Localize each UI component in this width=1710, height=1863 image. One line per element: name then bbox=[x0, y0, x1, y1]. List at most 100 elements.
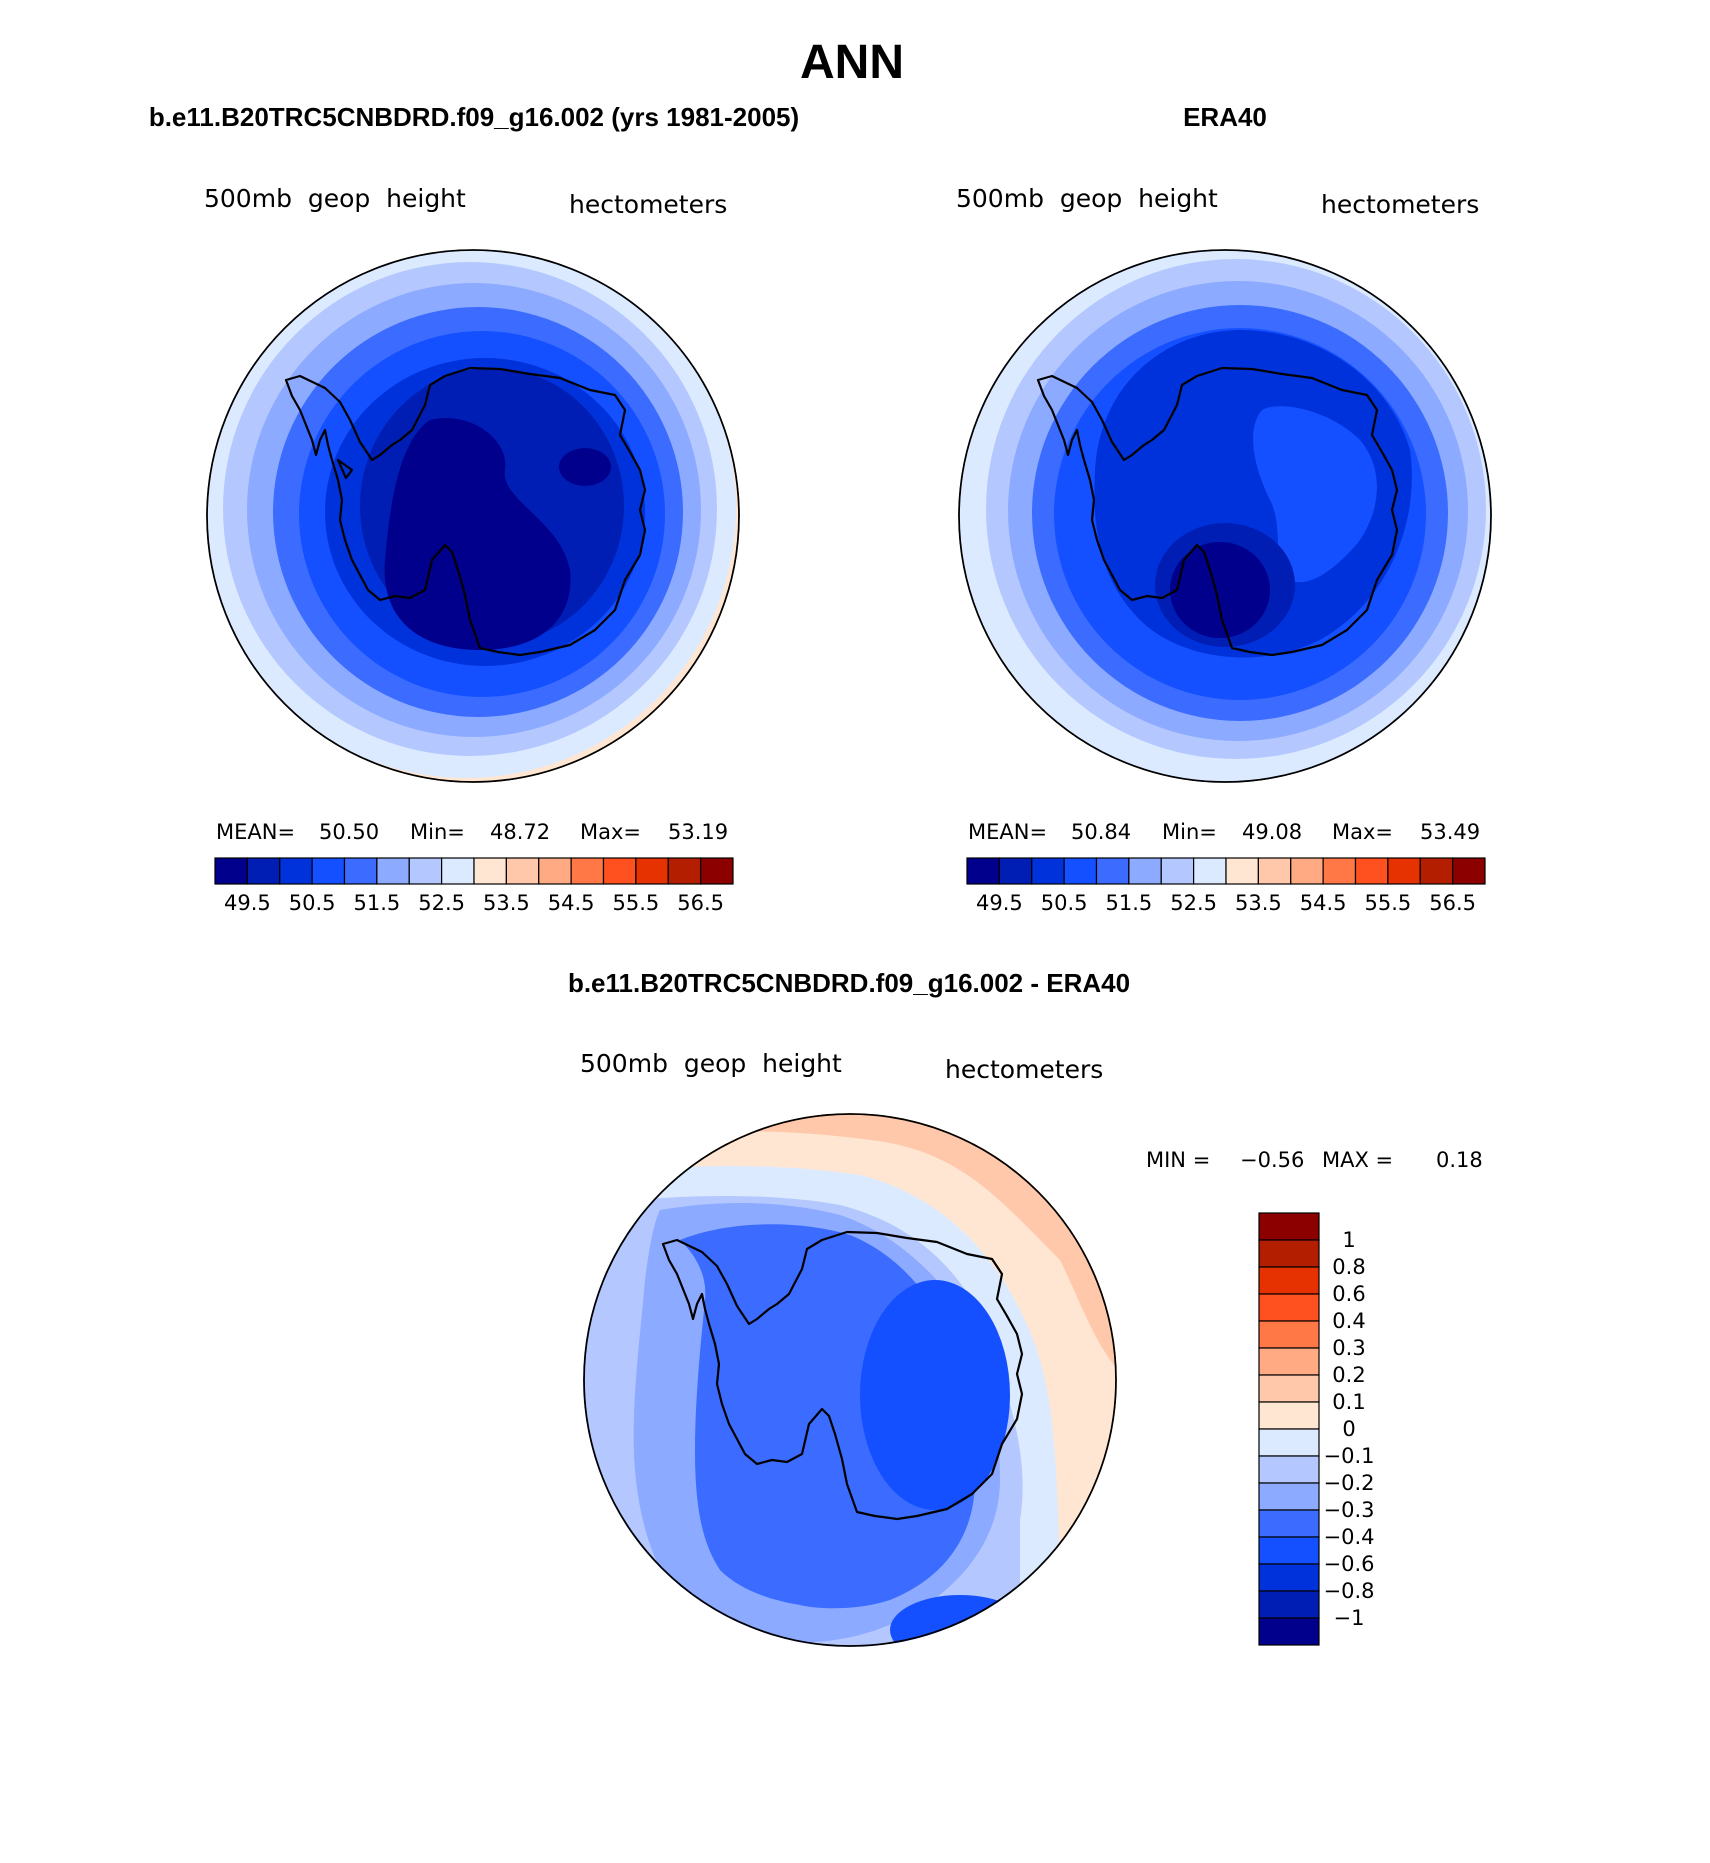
colorbar-box bbox=[1258, 1617, 1320, 1646]
colorbar-box bbox=[1290, 857, 1324, 885]
panel-diff-map-border bbox=[583, 1113, 1117, 1647]
panel-model-right-label: hectometers bbox=[569, 190, 727, 219]
panel-obs-stat-max-label: Max= bbox=[1332, 820, 1393, 844]
colorbar-box bbox=[700, 857, 734, 885]
contour-fill-49.5-east bbox=[559, 448, 611, 486]
contour-fill-51.0-inner bbox=[1253, 406, 1377, 583]
colorbar-box bbox=[998, 857, 1033, 885]
colorbar-tick-label: −0.8 bbox=[1324, 1579, 1375, 1603]
colorbar-box bbox=[441, 857, 475, 885]
colorbar-tick-label: 53.5 bbox=[483, 891, 530, 915]
colorbar-box bbox=[376, 857, 410, 885]
colorbar-box bbox=[1063, 857, 1098, 885]
coastline-antarctica bbox=[284, 366, 647, 657]
panel-obs-colorbar: 49.5 50.5 51.5 52.5 53.5 54.5 55.5 56.5 bbox=[966, 857, 1486, 915]
panel-diff-stat-max-label: MAX = bbox=[1322, 1148, 1393, 1172]
panel-obs-right-label: hectometers bbox=[1321, 190, 1479, 219]
colorbar-box bbox=[1258, 1347, 1320, 1376]
colorbar-tick-label: 55.5 bbox=[1364, 891, 1411, 915]
colorbar-tick-label: 0.1 bbox=[1332, 1390, 1365, 1414]
coastline-antarctica bbox=[1036, 366, 1399, 657]
colorbar-box bbox=[538, 857, 572, 885]
panel-diff-right-label: hectometers bbox=[945, 1055, 1103, 1084]
colorbar-box bbox=[1258, 1239, 1320, 1268]
colorbar-tick-label: 0.3 bbox=[1332, 1336, 1365, 1360]
colorbar-box bbox=[246, 857, 281, 885]
panel-model-stat-max-value: 53.19 bbox=[668, 820, 728, 844]
panel-obs-stat-min-label: Min= bbox=[1162, 820, 1217, 844]
figure-title: ANN bbox=[800, 36, 904, 89]
panel-obs-stat-mean-value: 50.84 bbox=[1071, 820, 1131, 844]
colorbar-tick-label: −0.2 bbox=[1324, 1471, 1375, 1495]
colorbar-box bbox=[505, 857, 540, 885]
colorbar-tick-label: 50.5 bbox=[1041, 891, 1088, 915]
colorbar-tick-label: 54.5 bbox=[1300, 891, 1347, 915]
colorbar-tick-label: 1 bbox=[1342, 1228, 1355, 1252]
colorbar-box bbox=[1258, 1455, 1320, 1484]
panel-obs-map-border bbox=[958, 249, 1492, 783]
colorbar-tick-label: 52.5 bbox=[1170, 891, 1217, 915]
contour-fill-49.5 bbox=[1170, 542, 1270, 638]
panel-diff-colorbar: 1 0.8 0.6 0.4 0.3 0.2 0.1 0 −0.1 −0.2 −0.3 −0.4 −0.6… bbox=[1258, 1212, 1375, 1646]
colorbar-tick-label: 52.5 bbox=[418, 891, 465, 915]
colorbar-box bbox=[473, 857, 507, 885]
panel-diff: b.e11.B20TRC5CNBDRD.f09_g16.002 - ERA40 … bbox=[568, 968, 1483, 1647]
colorbar-box bbox=[1258, 1374, 1320, 1403]
colorbar-box bbox=[1258, 1212, 1320, 1241]
panel-diff-map bbox=[583, 1113, 1117, 1647]
colorbar-tick-label: 54.5 bbox=[548, 891, 595, 915]
colorbar-box bbox=[1258, 1428, 1320, 1457]
colorbar-box bbox=[1258, 1590, 1320, 1619]
colorbar-box bbox=[1452, 857, 1486, 885]
colorbar-box bbox=[1258, 1509, 1320, 1538]
panel-model-stat-mean-label: MEAN= bbox=[216, 820, 295, 844]
colorbar-tick-label: 51.5 bbox=[353, 891, 400, 915]
panel-model-stat-mean-value: 50.50 bbox=[319, 820, 379, 844]
colorbar-box bbox=[1419, 857, 1454, 885]
colorbar-box bbox=[1258, 1536, 1320, 1565]
colorbar-box bbox=[1031, 857, 1065, 885]
colorbar-box bbox=[1193, 857, 1227, 885]
colorbar-tick-label: 51.5 bbox=[1105, 891, 1152, 915]
colorbar-tick-label: 56.5 bbox=[677, 891, 724, 915]
colorbar-box bbox=[602, 857, 637, 885]
panel-obs-map bbox=[958, 249, 1492, 783]
contour-fill-49.0 bbox=[384, 418, 571, 650]
panel-model-stat-min-label: Min= bbox=[410, 820, 465, 844]
colorbar-tick-label: 56.5 bbox=[1429, 891, 1476, 915]
panel-model-stat-min-value: 48.72 bbox=[490, 820, 550, 844]
colorbar-box bbox=[1258, 1401, 1320, 1430]
panel-model: b.e11.B20TRC5CNBDRD.f09_g16.002 (yrs 198… bbox=[149, 102, 799, 915]
colorbar-box bbox=[214, 857, 248, 885]
panel-model-colorbar: 49.5 50.5 51.5 52.5 53.5 54.5 55.5 56.5 bbox=[214, 857, 734, 915]
panel-diff-title: b.e11.B20TRC5CNBDRD.f09_g16.002 - ERA40 bbox=[568, 968, 1130, 998]
colorbar-box bbox=[1322, 857, 1357, 885]
colorbar-box bbox=[667, 857, 702, 885]
colorbar-tick-label: 50.5 bbox=[289, 891, 336, 915]
colorbar-box bbox=[279, 857, 313, 885]
colorbar-tick-label: −0.3 bbox=[1324, 1498, 1375, 1522]
colorbar-box bbox=[343, 857, 378, 885]
panel-obs-stat-min-value: 49.08 bbox=[1242, 820, 1302, 844]
panel-obs: ERA40 500mb geop height hectometers MEAN… bbox=[956, 102, 1492, 915]
colorbar-box bbox=[570, 857, 605, 885]
colorbar-box bbox=[1258, 1563, 1320, 1592]
panel-obs-title: ERA40 bbox=[1183, 102, 1267, 132]
colorbar-box bbox=[1258, 1293, 1320, 1322]
colorbar-box bbox=[635, 857, 669, 885]
colorbar-tick-label: −0.1 bbox=[1324, 1444, 1375, 1468]
colorbar-tick-label: −0.4 bbox=[1324, 1525, 1375, 1549]
colorbar-box bbox=[311, 857, 346, 885]
colorbar-box bbox=[1258, 1482, 1320, 1511]
colorbar-tick-label: 49.5 bbox=[976, 891, 1023, 915]
panel-model-title: b.e11.B20TRC5CNBDRD.f09_g16.002 (yrs 198… bbox=[149, 102, 799, 132]
panel-obs-left-label: 500mb geop height bbox=[956, 184, 1218, 213]
colorbar-tick-label: −0.6 bbox=[1324, 1552, 1375, 1576]
panel-diff-stat-min-label: MIN = bbox=[1146, 1148, 1210, 1172]
colorbar-box bbox=[1258, 1320, 1320, 1349]
colorbar-tick-label: 0 bbox=[1342, 1417, 1355, 1441]
panel-model-map-border bbox=[206, 249, 740, 783]
colorbar-box bbox=[1128, 857, 1162, 885]
panel-model-stat-max-label: Max= bbox=[580, 820, 641, 844]
